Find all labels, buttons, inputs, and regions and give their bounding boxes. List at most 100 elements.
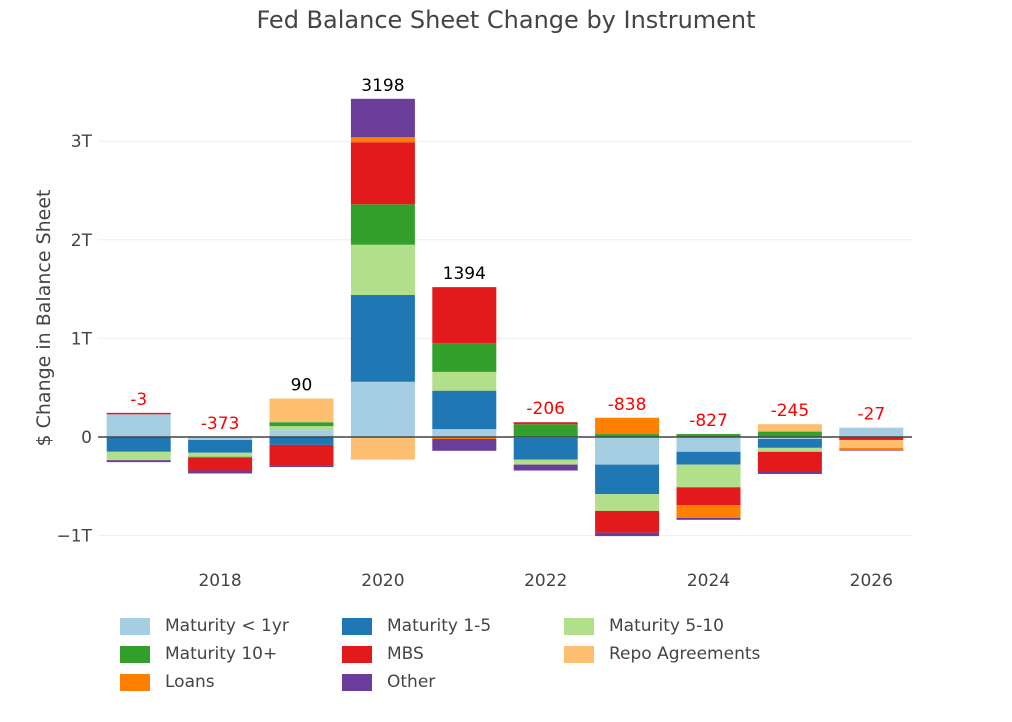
legend-item[interactable]: Loans <box>120 672 215 692</box>
bar-stack-2017 <box>106 412 171 463</box>
bar-segment <box>513 464 578 471</box>
bar-segment <box>595 437 660 465</box>
bar-segment <box>513 459 578 465</box>
y-tick-label: −1T <box>57 527 93 547</box>
y-tick-label: 3T <box>71 132 93 152</box>
chart-plot-area: -3 -373 90 3198 1394 -206 -838 -827 -245 -27 −1T 0… <box>57 76 912 591</box>
bar-segment <box>676 487 741 506</box>
bar-segment <box>188 456 253 458</box>
legend-swatch <box>564 645 594 663</box>
bar-segment <box>106 414 171 437</box>
bar-segment <box>839 437 904 440</box>
legend-swatch <box>342 617 372 635</box>
bar-segment <box>513 437 578 460</box>
bar-segment <box>269 422 334 427</box>
legend-label: Loans <box>165 672 215 692</box>
total-label: 90 <box>291 376 313 396</box>
bar-segment <box>350 244 415 296</box>
bar-segment <box>106 437 171 452</box>
bar-segment <box>513 422 578 425</box>
bar-stacks <box>106 98 904 537</box>
bar-segment <box>513 424 578 437</box>
bar-segment <box>350 137 415 143</box>
x-tick-label: 2020 <box>361 571 404 591</box>
bar-segment <box>106 412 171 415</box>
bar-segment <box>269 465 334 468</box>
bar-segment <box>432 287 497 344</box>
legend-item[interactable]: Maturity < 1yr <box>120 616 289 636</box>
total-label: -827 <box>689 411 728 431</box>
bar-segment <box>350 98 415 138</box>
total-label: -3 <box>130 390 147 410</box>
total-labels: -3 -373 90 3198 1394 -206 -838 -827 -245 -27 <box>130 76 885 434</box>
bar-segment <box>676 434 741 437</box>
bar-segment <box>106 460 171 463</box>
bar-segment <box>595 510 660 533</box>
bar-segment <box>269 426 334 431</box>
bar-segment <box>188 457 253 471</box>
bar-segment <box>188 437 253 440</box>
bar-segment <box>350 142 415 205</box>
bar-stack-2019 <box>269 398 334 468</box>
legend-item[interactable]: Maturity 1-5 <box>342 616 491 636</box>
total-label: -27 <box>857 405 885 425</box>
y-tick-label: 2T <box>71 231 93 251</box>
bar-segment <box>839 427 904 437</box>
bar-segment <box>350 295 415 382</box>
legend-label: Maturity 5-10 <box>609 616 724 636</box>
bar-segment <box>595 494 660 511</box>
legend-item[interactable]: Maturity 10+ <box>120 644 277 664</box>
legend-label: Maturity < 1yr <box>165 616 289 636</box>
legend-label: Maturity 10+ <box>165 644 278 664</box>
bar-segment <box>432 390 497 430</box>
bar-stack-2022 <box>513 422 578 471</box>
bar-segment <box>839 439 904 448</box>
legend-label: Other <box>387 672 436 692</box>
bar-segment <box>269 444 334 466</box>
bar-segment <box>757 431 822 437</box>
total-label: 1394 <box>443 264 486 284</box>
total-label: 3198 <box>361 76 404 96</box>
bar-segment <box>839 450 904 451</box>
total-label: -373 <box>201 414 240 434</box>
bar-segment <box>106 451 171 461</box>
bar-segment <box>188 452 253 457</box>
bar-segment <box>757 437 822 439</box>
legend-label: Repo Agreements <box>609 644 761 664</box>
legend-item[interactable]: Maturity 5-10 <box>564 616 724 636</box>
bar-stack-2025 <box>757 424 822 474</box>
bar-segment <box>269 398 334 423</box>
legend-swatch <box>120 617 150 635</box>
bar-segment <box>188 439 253 453</box>
bar-segment <box>350 381 415 437</box>
bar-segment <box>757 471 822 474</box>
legend-label: Maturity 1-5 <box>387 616 492 636</box>
bar-segment <box>757 447 822 452</box>
total-label: -838 <box>608 395 647 415</box>
legend-swatch <box>564 617 594 635</box>
bar-stack-2018 <box>188 437 253 474</box>
bar-stack-2024 <box>676 434 741 520</box>
bar-segment <box>676 437 741 452</box>
bar-segment <box>676 451 741 465</box>
legend-item[interactable]: Other <box>342 672 435 692</box>
legend-swatch <box>342 673 372 691</box>
legend-swatch <box>120 645 150 663</box>
bar-stack-2021 <box>432 287 497 451</box>
bar-segment <box>432 437 497 439</box>
legend-item[interactable]: MBS <box>342 644 424 664</box>
bar-segment <box>350 437 415 460</box>
legend-swatch <box>342 645 372 663</box>
bar-segment <box>757 451 822 472</box>
bar-segment <box>350 204 415 245</box>
bar-segment <box>595 464 660 495</box>
chart-title: Fed Balance Sheet Change by Instrument <box>256 6 756 34</box>
y-tick-label: 0 <box>81 428 92 448</box>
bar-segment <box>269 430 334 437</box>
legend-item[interactable]: Repo Agreements <box>564 644 760 664</box>
bar-segment <box>676 464 741 488</box>
bar-stack-2023 <box>595 417 660 537</box>
bar-segment <box>432 343 497 372</box>
x-tick-label: 2024 <box>687 571 730 591</box>
bar-segment <box>269 437 334 445</box>
